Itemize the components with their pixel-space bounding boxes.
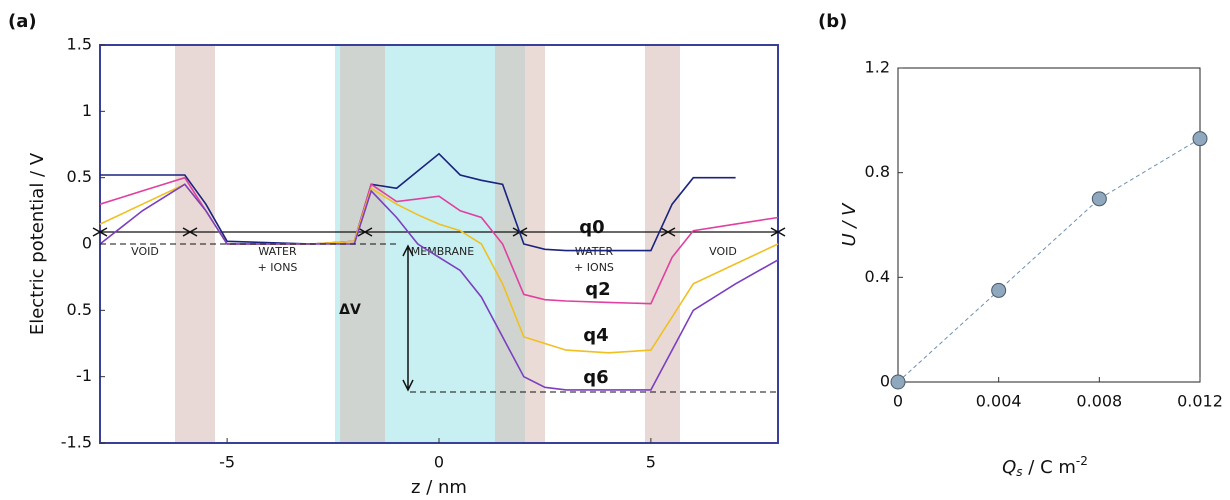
y-tick-label: 0 [880,372,890,391]
panel-label: (b) [818,11,847,32]
y-tick-label: 0.5 [67,300,92,319]
x-label-symbol: Q [1002,457,1016,478]
data-point [890,374,906,390]
data-point [1091,191,1107,207]
panel-label: (a) [8,11,37,32]
y-tick-label: 0.8 [865,162,890,181]
x-axis-label: z / nm [411,477,467,498]
region-label: + IONS [258,261,298,274]
region-arrow-head [92,227,108,237]
x-axis-label: Qs / C m-2 [1002,454,1088,479]
y-axis-label: Electric potential / V [27,152,48,335]
fit-line [897,138,1201,383]
x-tick-label: 0.004 [976,392,1022,411]
series-line [99,183,779,391]
y-tick-label: 0.4 [865,267,890,286]
region-arrow-head [357,227,373,237]
region-label: VOID [709,245,737,258]
data-point [991,282,1007,298]
x-label-unit: / C m [1023,457,1076,478]
series-label: q4 [583,325,608,346]
y-axis-label: U / V [839,202,860,247]
region-label: VOID [131,245,159,258]
y-tick-label: 0 [82,234,92,253]
x-tick-label: 0 [434,453,444,472]
lipid-band [645,45,680,443]
delta-label: ΔV [339,302,361,318]
y-tick-label: 1.2 [865,58,890,77]
x-tick-label: 5 [646,453,656,472]
region-arrow-head [660,227,676,237]
series-line [100,152,736,252]
y-tick-label: 0.5 [67,167,92,186]
delta-arrow [402,244,414,392]
series-label: q0 [579,217,604,238]
plot-frame [897,67,1201,383]
region-label: WATER [258,245,297,258]
data-point [1192,131,1208,147]
x-label-subscript: s [1016,465,1022,479]
x-tick-label: 0.012 [1177,392,1223,411]
x-label-exponent: -2 [1076,454,1088,468]
x-tick-label: 0.008 [1076,392,1122,411]
background-art [175,45,680,443]
region-label: MEMBRANE [411,245,474,258]
region-arrow-head [182,227,198,237]
x-tick-label: -5 [219,453,235,472]
series-label: q6 [583,367,608,388]
series-label: q2 [585,279,610,300]
region-arrow-head [770,227,786,237]
region-label: WATER [575,245,614,258]
y-tick-label: -1.5 [61,433,92,452]
y-tick-label: 1 [82,101,92,120]
y-tick-label: -1 [76,366,92,385]
x-tick-label: 0 [893,392,903,411]
region-label: + IONS [574,261,614,274]
y-tick-label: 1.5 [67,35,92,54]
